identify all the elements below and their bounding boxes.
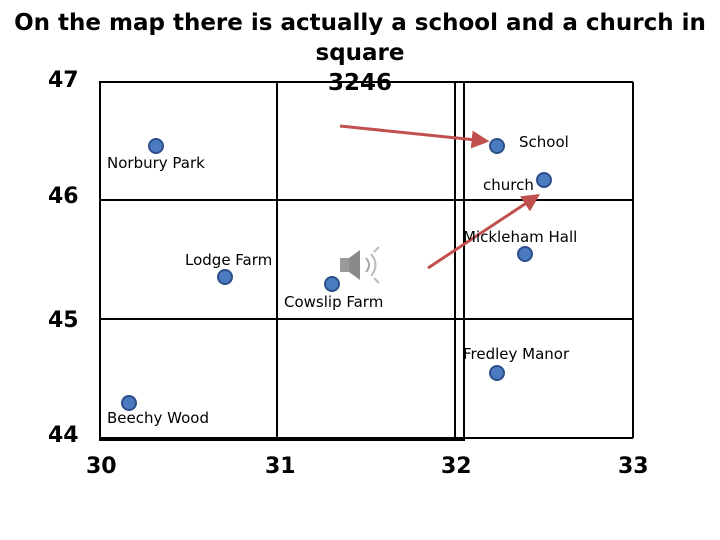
arrow-to-school [339, 124, 490, 149]
grid-lines [99, 81, 634, 439]
easting-31: 31 [265, 454, 296, 479]
easting-32: 32 [441, 454, 472, 479]
point-school [489, 138, 505, 154]
point-fredley-manor [489, 365, 505, 381]
easting-33: 33 [618, 454, 649, 479]
point-lodge-farm [217, 269, 233, 285]
label-school: School [519, 133, 569, 151]
label-cowslip-farm: Cowslip Farm [284, 293, 384, 311]
label-beechy-wood: Beechy Wood [107, 409, 209, 427]
point-norbury-park [148, 138, 164, 154]
label-church: church [483, 176, 534, 194]
arrow-to-church [427, 194, 541, 270]
point-cowslip-farm [324, 276, 340, 292]
grid-frame [99, 81, 465, 441]
point-mickleham-hall [517, 246, 533, 262]
label-mickleham-hall: Mickleham Hall [463, 228, 578, 246]
speaker-icon[interactable] [340, 246, 380, 284]
northing-45: 45 [48, 308, 79, 333]
title-line-1: On the map there is actually a school an… [14, 10, 706, 66]
northing-46: 46 [48, 184, 79, 209]
easting-30: 30 [86, 454, 117, 479]
label-norbury-park: Norbury Park [107, 154, 205, 172]
label-fredley-manor: Fredley Manor [463, 345, 570, 363]
page-title: On the map there is actually a school an… [0, 8, 720, 98]
label-lodge-farm: Lodge Farm [185, 251, 273, 269]
northing-44: 44 [48, 423, 79, 448]
northing-47: 47 [48, 68, 79, 93]
point-beechy-wood [121, 395, 137, 411]
point-church [536, 172, 552, 188]
